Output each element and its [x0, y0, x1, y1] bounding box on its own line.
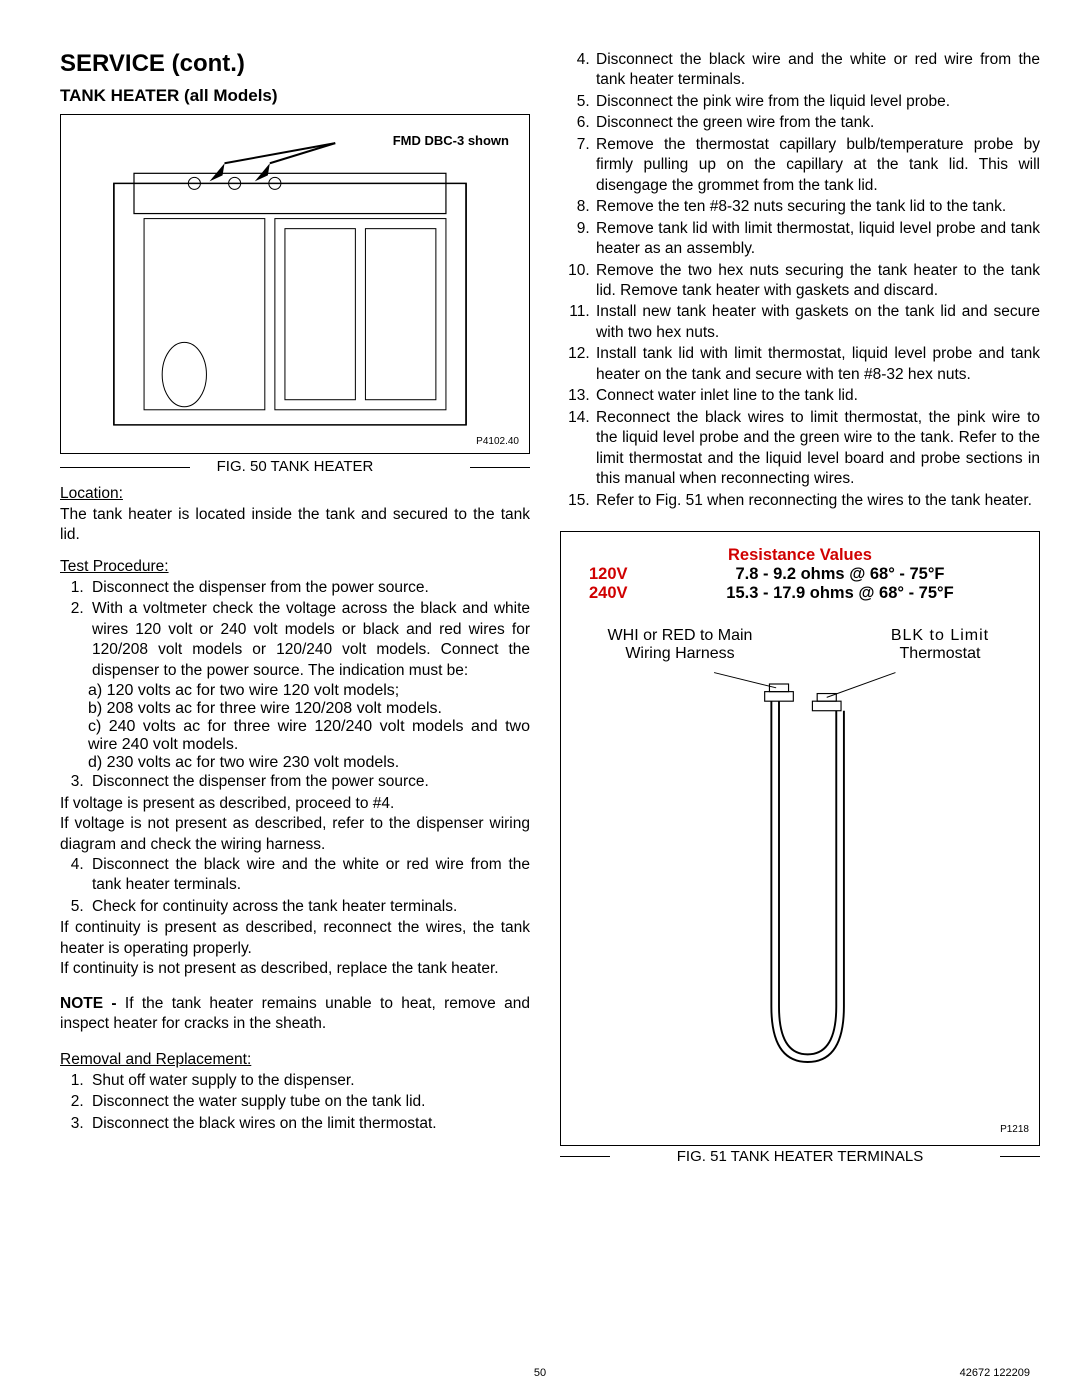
test-list-2: Disconnect the dispenser from the power … [60, 772, 530, 792]
list-item: Connect water inlet line to the tank lid… [594, 386, 1040, 406]
list-item: Disconnect the water supply tube on the … [88, 1092, 530, 1112]
doc-number: 42672 122209 [960, 1367, 1030, 1379]
section-subtitle: TANK HEATER (all Models) [60, 86, 530, 106]
fig50-inside-label: FMD DBC-3 shown [393, 133, 509, 148]
note-paragraph: NOTE - If the tank heater remains unable… [60, 994, 530, 1035]
list-item: Check for continuity across the tank hea… [88, 897, 530, 917]
fig50-caption: FIG. 50 TANK HEATER [217, 458, 374, 475]
fig51-heater-svg [575, 663, 1025, 1083]
list-item: With a voltmeter check the voltage acros… [88, 599, 530, 681]
page-title: SERVICE (cont.) [60, 50, 530, 78]
res-val-240: 15.3 - 17.9 ohms @ 68° - 75°F [655, 584, 1025, 603]
page-number: 50 [534, 1367, 546, 1379]
location-text: The tank heater is located inside the ta… [60, 505, 530, 546]
note-bold: NOTE - [60, 995, 125, 1012]
wire-right-2: Thermostat [900, 645, 981, 662]
resistance-row-240: 240V 15.3 - 17.9 ohms @ 68° - 75°F [575, 584, 1025, 603]
list-item: Reconnect the black wires to limit therm… [594, 408, 1040, 490]
sub-c: c) 240 volts ac for three wire 120/240 v… [60, 718, 530, 754]
list-item: Remove the ten #8-32 nuts securing the t… [594, 197, 1040, 217]
location-label: Location: [60, 485, 530, 503]
fig51-caption: FIG. 51 TANK HEATER TERMINALS [677, 1148, 923, 1165]
wire-right-label: BLK to Limit Thermostat [855, 627, 1025, 663]
wire-left-2: Wiring Harness [625, 645, 734, 662]
resistance-row-120: 120V 7.8 - 9.2 ohms @ 68° - 75°F [575, 565, 1025, 584]
if-voltage-no: If voltage is not present as described, … [60, 814, 530, 855]
list-item: Disconnect the pink wire from the liquid… [594, 92, 1040, 112]
fig50-pcode: P4102.40 [476, 436, 519, 447]
list-item: Remove tank lid with limit thermostat, l… [594, 219, 1040, 260]
res-v-240: 240V [575, 584, 655, 603]
list-item: Disconnect the black wire and the white … [594, 50, 1040, 91]
list-item: Install tank lid with limit thermostat, … [594, 344, 1040, 385]
test-label: Test Procedure: [60, 558, 530, 576]
if-voltage-yes: If voltage is present as described, proc… [60, 794, 530, 814]
wire-right-1: BLK to Limit [891, 627, 989, 644]
test-list-3: Disconnect the black wire and the white … [60, 855, 530, 917]
wire-left-label: WHI or RED to Main Wiring Harness [575, 627, 785, 663]
list-item: Disconnect the black wires on the limit … [88, 1114, 530, 1134]
fig50-caption-row: FIG. 50 TANK HEATER [60, 458, 530, 475]
if-cont-yes: If continuity is present as described, r… [60, 918, 530, 959]
resistance-title: Resistance Values [575, 546, 1025, 565]
right-cont-list: Disconnect the black wire and the white … [560, 50, 1040, 511]
figure-50-box: FMD DBC-3 shown P4102.40 [60, 114, 530, 454]
list-item: Disconnect the black wire and the white … [88, 855, 530, 896]
wire-labels-row: WHI or RED to Main Wiring Harness BLK to… [575, 627, 1025, 663]
list-item: Install new tank heater with gaskets on … [594, 302, 1040, 343]
list-item: Remove the two hex nuts securing the tan… [594, 261, 1040, 302]
removal-list: Shut off water supply to the dispenser. … [60, 1071, 530, 1134]
fig50-schematic [69, 123, 521, 445]
wire-left-1: WHI or RED to Main [608, 627, 753, 644]
note-text: If the tank heater remains unable to hea… [60, 995, 530, 1032]
sub-a: a) 120 volts ac for two wire 120 volt mo… [60, 682, 530, 700]
removal-label: Removal and Replacement: [60, 1051, 530, 1069]
res-val-120: 7.8 - 9.2 ohms @ 68° - 75°F [655, 565, 1025, 584]
fig51-caption-row: FIG. 51 TANK HEATER TERMINALS [560, 1148, 1040, 1165]
sub-d: d) 230 volts ac for two wire 230 volt mo… [60, 754, 530, 772]
fig51-pcode: P1218 [1000, 1124, 1029, 1135]
test-list-1: Disconnect the dispenser from the power … [60, 578, 530, 681]
list-item: Disconnect the dispenser from the power … [88, 772, 530, 792]
list-item: Disconnect the dispenser from the power … [88, 578, 530, 598]
list-item: Shut off water supply to the dispenser. [88, 1071, 530, 1091]
figure-51-box: Resistance Values 120V 7.8 - 9.2 ohms @ … [560, 531, 1040, 1146]
if-cont-no: If continuity is not present as describe… [60, 959, 530, 979]
sub-b: b) 208 volts ac for three wire 120/208 v… [60, 700, 530, 718]
list-item: Remove the thermostat capillary bulb/tem… [594, 135, 1040, 196]
list-item: Refer to Fig. 51 when reconnecting the w… [594, 491, 1040, 511]
res-v-120: 120V [575, 565, 655, 584]
list-item: Disconnect the green wire from the tank. [594, 113, 1040, 133]
